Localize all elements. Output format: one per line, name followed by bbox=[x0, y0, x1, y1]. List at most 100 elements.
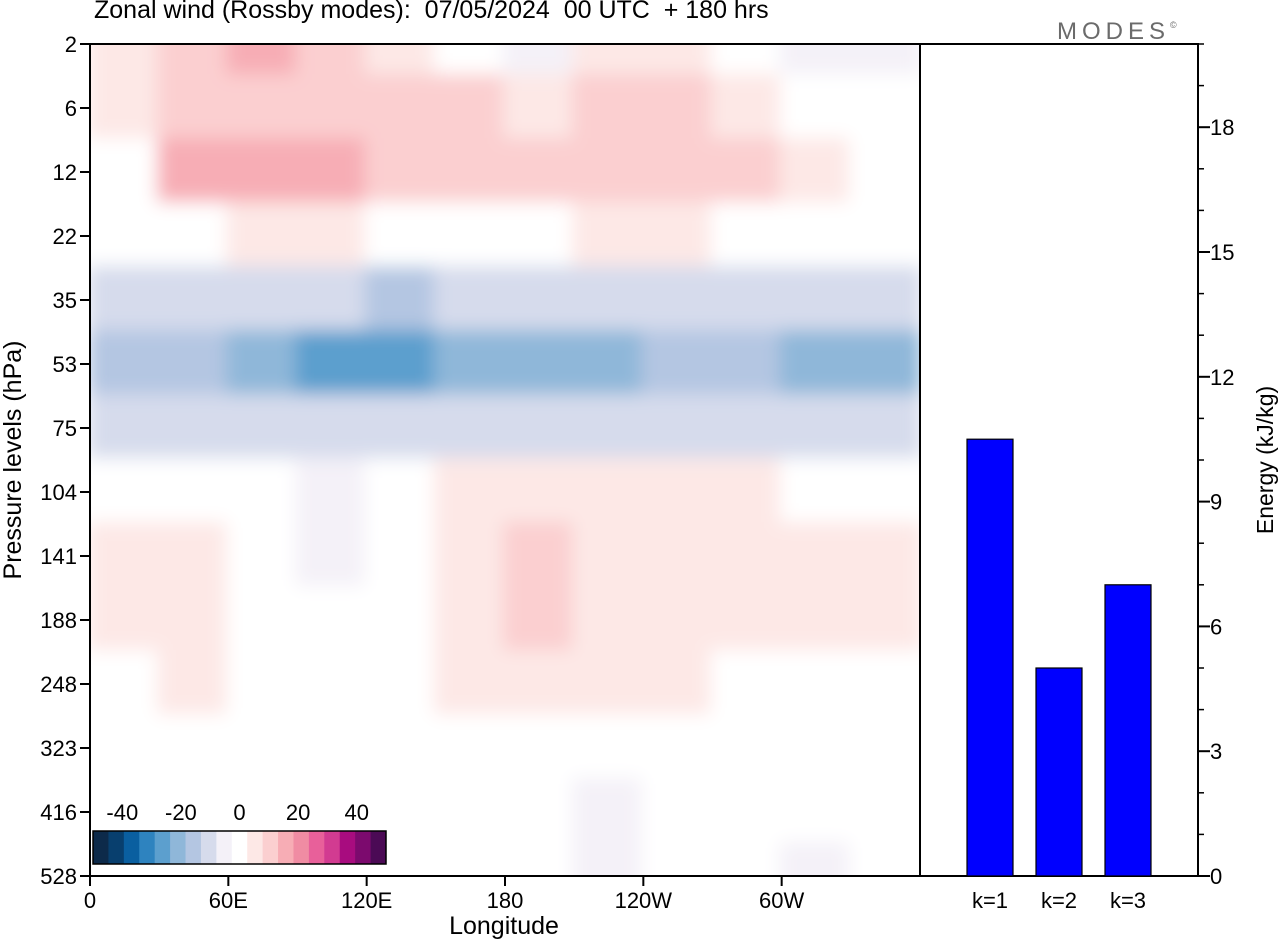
heatmap-cell bbox=[157, 74, 231, 142]
x-tick-label: 60W bbox=[759, 888, 804, 913]
heatmap-cell bbox=[364, 44, 438, 78]
heatmap-cell bbox=[364, 202, 438, 270]
x-tick-label: 120E bbox=[341, 888, 392, 913]
y-tick-label: 53 bbox=[53, 352, 77, 377]
heatmap-cell bbox=[710, 586, 784, 654]
heatmap-cell bbox=[710, 74, 784, 142]
heatmap-cell bbox=[641, 202, 715, 270]
heatmap-cell bbox=[641, 394, 715, 462]
heatmap-cell bbox=[295, 74, 369, 142]
heatmap-cell bbox=[433, 74, 507, 142]
energy-tick-label: 6 bbox=[1210, 614, 1222, 639]
heatmap-cell bbox=[848, 778, 920, 846]
y-tick-label: 416 bbox=[40, 800, 77, 825]
heatmap-cell bbox=[779, 778, 853, 846]
heatmap-cell bbox=[572, 330, 646, 398]
heatmap-cell bbox=[433, 522, 507, 590]
heatmap-cell bbox=[157, 330, 231, 398]
colorbar-frame bbox=[92, 830, 387, 865]
heatmap-cell bbox=[779, 44, 853, 78]
y-tick-label: 75 bbox=[53, 416, 77, 441]
energy-axis: 0 3 6 9 12 15 18 bbox=[1198, 43, 1234, 889]
heatmap-cell bbox=[503, 778, 577, 846]
heatmap-cell bbox=[572, 202, 646, 270]
colorbar-swatch bbox=[139, 831, 156, 864]
x-tick-label: 60E bbox=[209, 888, 248, 913]
heatmap-cell bbox=[848, 266, 920, 334]
logo-text: MODES bbox=[1057, 18, 1171, 45]
heatmap-cell bbox=[779, 138, 853, 206]
heatmap-cell bbox=[710, 842, 784, 876]
y-tick-label: 35 bbox=[53, 288, 77, 313]
heatmap-cell bbox=[364, 586, 438, 654]
heatmap-cell bbox=[226, 44, 300, 78]
heatmap-cell bbox=[226, 266, 300, 334]
heatmap-cell bbox=[779, 74, 853, 142]
heatmap-cell bbox=[295, 522, 369, 590]
heatmap-cell bbox=[90, 586, 162, 654]
bar bbox=[1035, 667, 1083, 877]
heatmap-cell bbox=[641, 266, 715, 334]
heatmap-cell bbox=[710, 522, 784, 590]
chart-title: Zonal wind (Rossby modes): 07/05/2024 00… bbox=[94, 0, 769, 24]
colorbar-swatch bbox=[231, 831, 248, 864]
colorbar-swatch bbox=[108, 831, 125, 864]
bar-series bbox=[966, 438, 1152, 877]
colorbar-tick-label: -20 bbox=[165, 800, 197, 825]
heatmap-cell bbox=[226, 330, 300, 398]
heatmap-cell bbox=[90, 650, 162, 718]
heatmap-cell bbox=[848, 458, 920, 526]
heatmap-cell bbox=[572, 714, 646, 782]
heatmap-cell bbox=[503, 458, 577, 526]
bar-category-label: k=2 bbox=[1041, 888, 1077, 913]
heatmap-cell bbox=[433, 44, 507, 78]
heatmap-cell bbox=[90, 138, 162, 206]
energy-tick-label: 15 bbox=[1210, 240, 1234, 265]
heatmap-cell bbox=[226, 458, 300, 526]
heatmap-cell bbox=[226, 650, 300, 718]
heatmap-cell bbox=[295, 330, 369, 398]
heatmap-cell bbox=[157, 586, 231, 654]
heatmap-cell bbox=[848, 650, 920, 718]
heatmap-cell bbox=[364, 394, 438, 462]
colorbar-tick-label: 20 bbox=[286, 800, 310, 825]
bar-category-label: k=3 bbox=[1110, 888, 1146, 913]
heatmap-cell bbox=[295, 202, 369, 270]
heatmap-cell bbox=[710, 714, 784, 782]
heatmap-cell bbox=[710, 44, 784, 78]
colorbar-swatch bbox=[308, 831, 325, 864]
heatmap-cell bbox=[572, 522, 646, 590]
x-axis-label: Longitude bbox=[449, 912, 559, 940]
colorbar-swatch bbox=[123, 831, 140, 864]
heatmap-cell bbox=[503, 714, 577, 782]
heatmap-cell bbox=[848, 586, 920, 654]
heatmap-cell bbox=[295, 394, 369, 462]
heatmap-cell bbox=[503, 842, 577, 876]
heatmap-cell bbox=[295, 586, 369, 654]
heatmap-cell bbox=[641, 74, 715, 142]
heatmap-cell bbox=[503, 138, 577, 206]
y-axis-label: Pressure levels (hPa) bbox=[0, 341, 27, 580]
heatmap-cell bbox=[710, 458, 784, 526]
energy-axis-label: Energy (kJ/kg) bbox=[1252, 386, 1278, 534]
heatmap-cell bbox=[641, 714, 715, 782]
heatmap-cell bbox=[710, 394, 784, 462]
y-tick-label: 6 bbox=[65, 96, 77, 121]
colorbar-swatch bbox=[355, 831, 372, 864]
heatmap-cell bbox=[90, 330, 162, 398]
heatmap-cell bbox=[90, 202, 162, 270]
heatmap-cell bbox=[848, 394, 920, 462]
colorbar-swatch bbox=[262, 831, 279, 864]
colorbar-swatch bbox=[216, 831, 233, 864]
heatmap-cell bbox=[641, 842, 715, 876]
heatmap-cell bbox=[433, 330, 507, 398]
heatmap-cell bbox=[90, 394, 162, 462]
heatmap-cell bbox=[157, 266, 231, 334]
heatmap-cell bbox=[572, 394, 646, 462]
heatmap-cell bbox=[90, 522, 162, 590]
heatmap-cell bbox=[157, 138, 231, 206]
energy-tick-label: 9 bbox=[1210, 490, 1222, 515]
heatmap-cell bbox=[572, 138, 646, 206]
heatmap-cell bbox=[433, 458, 507, 526]
